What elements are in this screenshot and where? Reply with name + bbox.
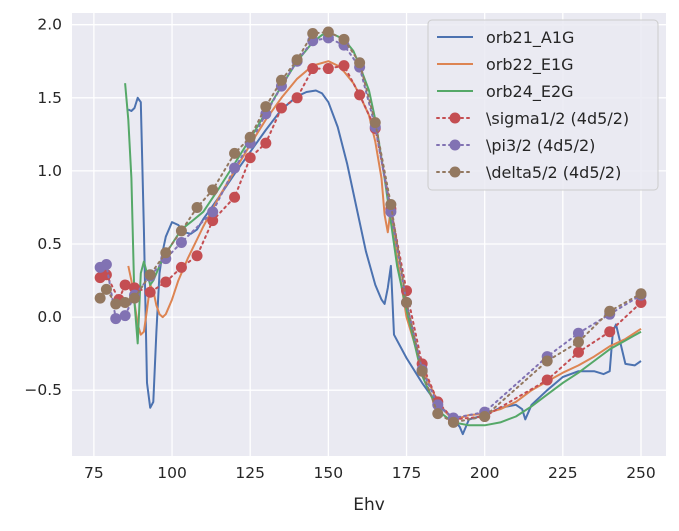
series-layer (94, 26, 647, 436)
data-point (385, 199, 397, 211)
data-point (244, 131, 256, 143)
data-point (207, 215, 219, 227)
data-point (100, 283, 112, 295)
data-point (275, 102, 287, 114)
data-point (338, 33, 350, 45)
data-point (401, 285, 413, 297)
data-point (338, 60, 350, 72)
data-point (369, 117, 381, 129)
y-tick-label: −0.5 (24, 381, 62, 399)
data-point (432, 408, 444, 420)
series-5 (94, 26, 647, 428)
data-point (447, 416, 459, 428)
x-tick-label: 175 (392, 464, 422, 482)
legend-label: \pi3/2 (4d5/2) (486, 136, 595, 155)
data-point (100, 258, 112, 270)
y-tick-label: 1.0 (37, 162, 62, 180)
y-tick-label: 1.5 (37, 89, 62, 107)
series-line (127, 60, 642, 421)
data-point (541, 355, 553, 367)
data-point (175, 237, 187, 249)
data-point (572, 327, 584, 339)
data-point (160, 276, 172, 288)
legend-label: orb24_E2G (486, 82, 574, 102)
data-point (604, 305, 616, 317)
x-tick-label: 75 (84, 464, 104, 482)
data-point (354, 57, 366, 69)
data-point (322, 63, 334, 75)
series-1 (127, 60, 642, 421)
data-point (275, 74, 287, 86)
data-point (207, 206, 219, 218)
legend-label: \delta5/2 (4d5/2) (486, 163, 621, 182)
tick-labels: 75 100 125 150 175 200 225 250 −0.5 0.0 0.5 1.0 1.5 2… (24, 16, 655, 482)
data-point (191, 250, 203, 262)
data-point (110, 298, 122, 310)
data-point (572, 346, 584, 358)
x-tick-label: 150 (314, 464, 344, 482)
data-point (110, 313, 122, 325)
data-point (144, 286, 156, 298)
data-point (119, 296, 131, 308)
data-point (144, 269, 156, 281)
data-point (635, 288, 647, 300)
legend-label: \sigma1/2 (4d5/2) (486, 109, 629, 128)
data-point (191, 201, 203, 213)
data-point (416, 365, 428, 377)
x-axis-title: Ehv (353, 495, 385, 515)
data-point (322, 26, 334, 38)
data-point (291, 92, 303, 104)
data-point (291, 54, 303, 66)
data-point (541, 374, 553, 386)
legend-label: orb22_E1G (486, 55, 574, 75)
legend-label: orb21_A1G (486, 28, 574, 48)
data-point (94, 292, 106, 304)
y-tick-label: 0.0 (37, 308, 62, 326)
data-point (260, 101, 272, 113)
legend: orb21_A1G orb22_E1G orb24_E2G \sigma1/2 (4d… (427, 19, 659, 191)
data-point (229, 191, 241, 203)
data-point (175, 225, 187, 237)
data-point (260, 137, 272, 149)
legend-marker (449, 139, 461, 151)
y-tick-label: 2.0 (37, 16, 62, 34)
legend-frame (427, 19, 659, 191)
data-point (604, 326, 616, 338)
x-tick-label: 225 (548, 464, 578, 482)
x-tick-label: 250 (626, 464, 656, 482)
data-point (207, 184, 219, 196)
data-point (129, 292, 141, 304)
data-point (244, 152, 256, 164)
data-point (229, 147, 241, 159)
data-point (119, 279, 131, 291)
data-point (479, 411, 491, 423)
data-point (354, 89, 366, 101)
x-tick-label: 200 (470, 464, 500, 482)
data-point (119, 310, 131, 322)
data-point (160, 247, 172, 259)
data-point (229, 162, 241, 174)
data-point (307, 27, 319, 39)
y-tick-label: 0.5 (37, 235, 62, 253)
data-point (307, 63, 319, 75)
legend-marker (449, 112, 461, 124)
x-tick-label: 125 (235, 464, 265, 482)
data-point (175, 261, 187, 273)
data-point (401, 296, 413, 308)
x-tick-label: 100 (157, 464, 187, 482)
data-point (572, 336, 584, 348)
legend-marker (449, 166, 461, 178)
